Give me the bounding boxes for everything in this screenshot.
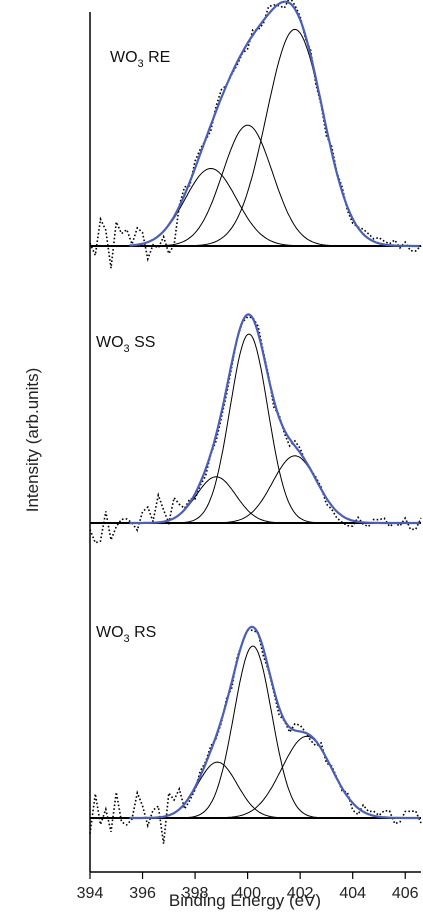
fit-component-curve xyxy=(90,455,420,524)
x-tick-label: 394 xyxy=(77,885,104,902)
fit-component-curve xyxy=(90,735,420,819)
fit-component-curve xyxy=(90,476,420,524)
xps-panel: WO3 RE xyxy=(89,0,422,269)
panel-label: WO3 RS xyxy=(96,624,156,645)
x-tick-label: 396 xyxy=(129,885,156,902)
fit-envelope-curve xyxy=(129,625,420,820)
x-ticks: 394 396 398 400 402 404 406 xyxy=(77,872,419,902)
fit-component-curve xyxy=(90,167,420,247)
x-axis-title: Binding Energy (eV) xyxy=(169,891,321,910)
xps-panel: WO3 RS xyxy=(89,624,422,844)
x-tick-label: 398 xyxy=(182,885,209,902)
raw-data-dotted-curve xyxy=(89,629,422,844)
fit-envelope-curve xyxy=(129,0,420,248)
panels-layer: WO3 RE WO3 SS WO3 RS xyxy=(89,0,422,844)
panel-label: WO3 SS xyxy=(96,334,155,355)
y-axis-title: Intensity (arb.units) xyxy=(23,368,42,513)
x-tick-label: 406 xyxy=(392,885,419,902)
xps-panel: WO3 SS xyxy=(89,313,422,544)
x-tick-label: 400 xyxy=(234,885,261,902)
fit-envelope-curve xyxy=(129,313,420,525)
fit-component-curve xyxy=(90,333,420,524)
x-tick-label: 404 xyxy=(339,885,366,902)
x-tick-label: 402 xyxy=(287,885,314,902)
panel-label: WO3 RE xyxy=(110,49,170,70)
raw-data-dotted-curve xyxy=(89,0,422,269)
fit-component-curve xyxy=(90,645,420,819)
fit-component-curve xyxy=(90,761,420,819)
